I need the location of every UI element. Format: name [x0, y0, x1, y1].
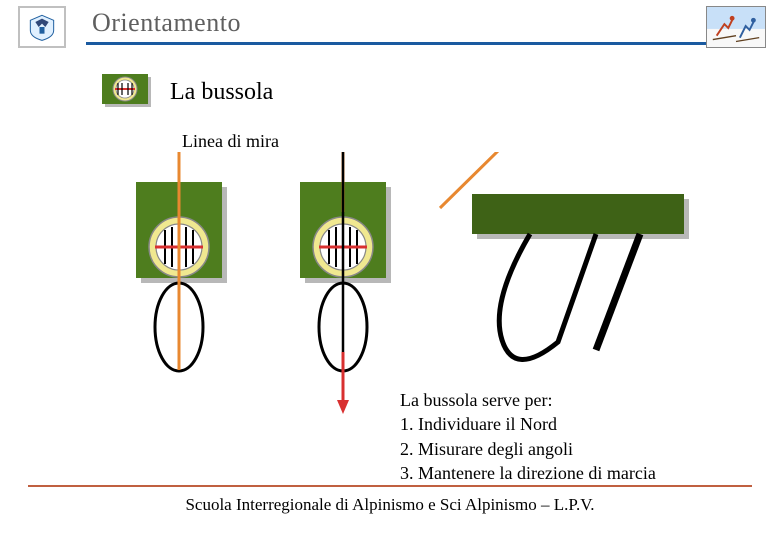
logo-right-skiers: [706, 6, 766, 48]
subtitle: La bussola: [170, 79, 273, 106]
compass-topview-2: [300, 152, 391, 414]
skiers-icon: [707, 6, 765, 48]
footer-text: Scuola Interregionale di Alpinismo e Sci…: [0, 495, 780, 515]
uses-intro: La bussola serve per:: [400, 388, 656, 412]
uses-text-block: La bussola serve per: 1. Individuare il …: [400, 388, 656, 485]
footer-divider: [28, 485, 752, 487]
page-title: Orientamento: [92, 8, 241, 38]
compass-small-icon: [100, 72, 156, 112]
compass-sideview: [440, 152, 689, 360]
label-linea-di-mira: Linea di mira: [182, 131, 279, 152]
uses-item-3: 3. Mantenere la direzione di marcia: [400, 461, 656, 485]
compass-diagram: [60, 152, 760, 412]
eagle-shield-icon: [25, 12, 59, 42]
logo-left-badge: [18, 6, 66, 48]
uses-item-1: 1. Individuare il Nord: [400, 412, 656, 436]
title-underline: [86, 42, 766, 45]
uses-item-2: 2. Misurare degli angoli: [400, 437, 656, 461]
compass-topview-1: [136, 152, 227, 371]
